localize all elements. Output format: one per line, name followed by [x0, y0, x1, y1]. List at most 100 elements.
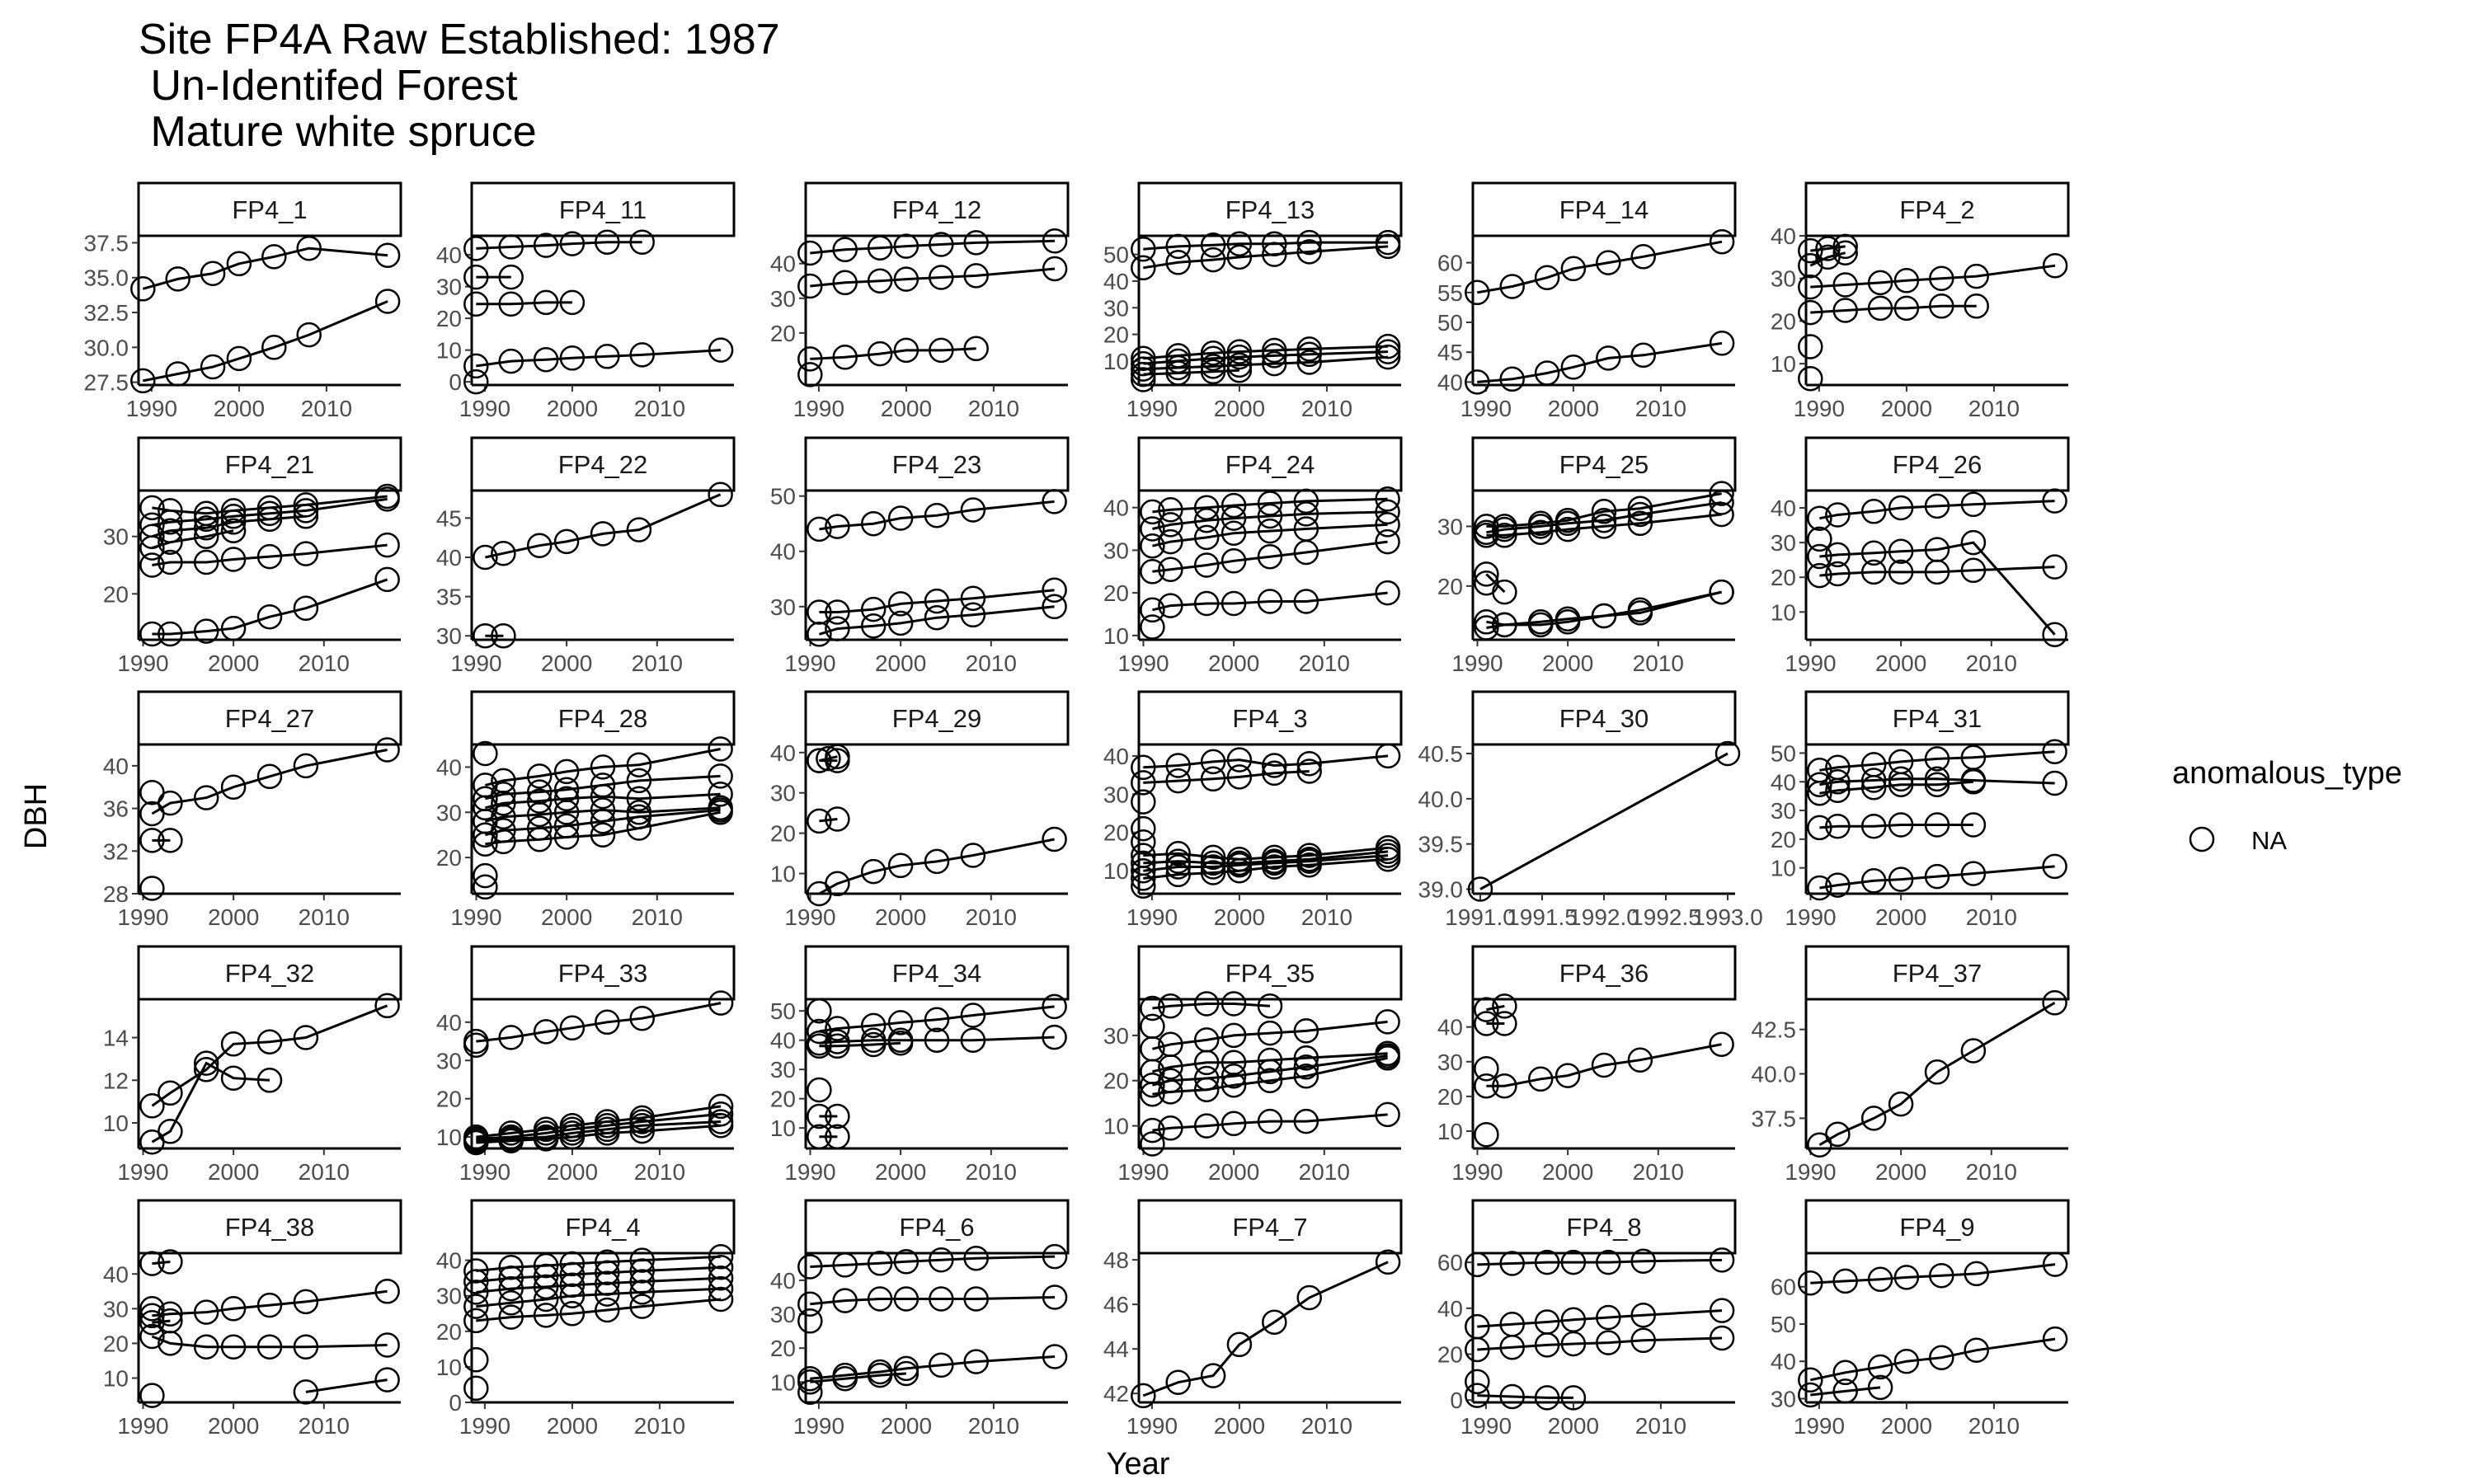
legend-key-circle [2189, 826, 2215, 852]
data-point [893, 1249, 920, 1275]
facet-strip [137, 690, 402, 746]
x-tick-label: 1990 [784, 1159, 835, 1185]
data-point [2042, 990, 2067, 1016]
data-point [860, 858, 887, 885]
series-line [485, 810, 721, 846]
series-line [1143, 355, 1389, 371]
data-point [1131, 356, 1156, 382]
data-point [498, 1128, 524, 1153]
data-point [1042, 228, 1068, 254]
data-point [1375, 1249, 1401, 1275]
series-line [485, 792, 721, 810]
series-line [1819, 566, 2055, 577]
data-point [1293, 1054, 1319, 1080]
series-line [152, 1261, 171, 1266]
data-point [158, 1080, 183, 1106]
data-point [1465, 1252, 1490, 1278]
y-tick-label: 40 [1103, 744, 1129, 769]
y-tick-label: 30 [1771, 266, 1796, 292]
data-point [220, 518, 247, 543]
data-point [1221, 548, 1247, 574]
data-point [893, 233, 920, 259]
data-point [1131, 829, 1156, 855]
facet-strip [470, 436, 736, 492]
data-point [1474, 523, 1499, 548]
panel-fp4-38: FP4_38 10 20 30 40 1990 2000 2010 [103, 1199, 402, 1439]
data-point [807, 1124, 832, 1150]
x-tick-label: 2000 [547, 1413, 598, 1439]
data-point [498, 234, 524, 260]
data-point [825, 748, 850, 773]
data-point [256, 1029, 283, 1054]
series-line [1152, 497, 1388, 514]
data-point [473, 740, 498, 767]
data-point [256, 1068, 283, 1093]
data-point [220, 1296, 247, 1322]
series-line [1819, 750, 2055, 772]
series-line [818, 838, 1055, 895]
x-tick-label: 1990 [1451, 1159, 1503, 1185]
data-point [1042, 993, 1067, 1020]
data-point [1226, 244, 1253, 270]
data-point [1262, 760, 1287, 787]
data-point [473, 544, 498, 571]
series-line [485, 493, 722, 559]
series-line [1810, 1263, 2056, 1284]
data-point [1560, 1331, 1587, 1357]
data-point [139, 535, 165, 561]
x-tick-label: 2000 [1214, 396, 1265, 421]
facet-strip [1137, 690, 1403, 746]
data-point [1924, 766, 1950, 792]
x-tick-label: 2010 [966, 650, 1017, 676]
series-line [1486, 590, 1722, 627]
data-point [139, 828, 165, 853]
data-point [807, 748, 832, 773]
y-tick-label: 40 [1437, 1015, 1463, 1040]
data-point [261, 335, 287, 360]
panel-fp4-25: FP4_25 20 30 1990 2000 2010 [1437, 436, 1737, 676]
data-point [2042, 252, 2068, 279]
facet-strip [1471, 945, 1737, 1001]
facet-strip-label: FP4_21 [225, 450, 315, 479]
y-tick-label: 40 [436, 1010, 462, 1036]
y-tick-label: 60 [1437, 1250, 1463, 1275]
y-tick-label: 40 [1437, 1296, 1463, 1322]
data-point [463, 1258, 489, 1284]
data-point [1474, 615, 1499, 641]
data-point [1375, 339, 1401, 364]
data-point [1807, 772, 1832, 797]
data-point [797, 362, 823, 387]
data-point [293, 1025, 319, 1050]
x-tick-label: 2000 [1542, 1159, 1593, 1185]
data-point [1200, 749, 1226, 775]
series-line [1143, 854, 1389, 872]
x-tick-label: 2010 [634, 1413, 685, 1439]
data-point [1591, 1052, 1617, 1078]
data-point [1140, 1013, 1165, 1040]
y-axis-title: DBH [19, 783, 54, 849]
y-tick-label: 30 [436, 1284, 462, 1309]
y-tick-label: 40 [103, 1261, 129, 1287]
data-point [963, 230, 989, 256]
data-point [1140, 614, 1165, 640]
x-tick-label: 2010 [1301, 396, 1352, 421]
y-tick-label: 35.0 [84, 265, 129, 291]
data-point [1860, 1106, 1887, 1131]
panel-fp4-4: FP4_4 0 10 20 30 40 1990 2000 2010 [436, 1199, 736, 1439]
data-point [1158, 1115, 1183, 1141]
y-tick-label: 42.5 [1752, 1017, 1797, 1043]
x-tick-label: 2010 [299, 1413, 350, 1439]
data-point [1527, 1066, 1554, 1092]
series-line [819, 818, 838, 823]
data-point [1226, 357, 1253, 383]
data-point [1534, 360, 1560, 386]
x-tick-label: 2010 [1966, 1159, 2017, 1185]
y-tick-label: 40 [1437, 369, 1463, 395]
data-point [1534, 1332, 1560, 1358]
series-line [476, 1298, 722, 1322]
data-point [1888, 766, 1914, 792]
y-tick-label: 20 [103, 581, 129, 607]
data-point [1140, 597, 1165, 623]
data-point [1798, 334, 1823, 359]
series-line [1486, 513, 1722, 537]
